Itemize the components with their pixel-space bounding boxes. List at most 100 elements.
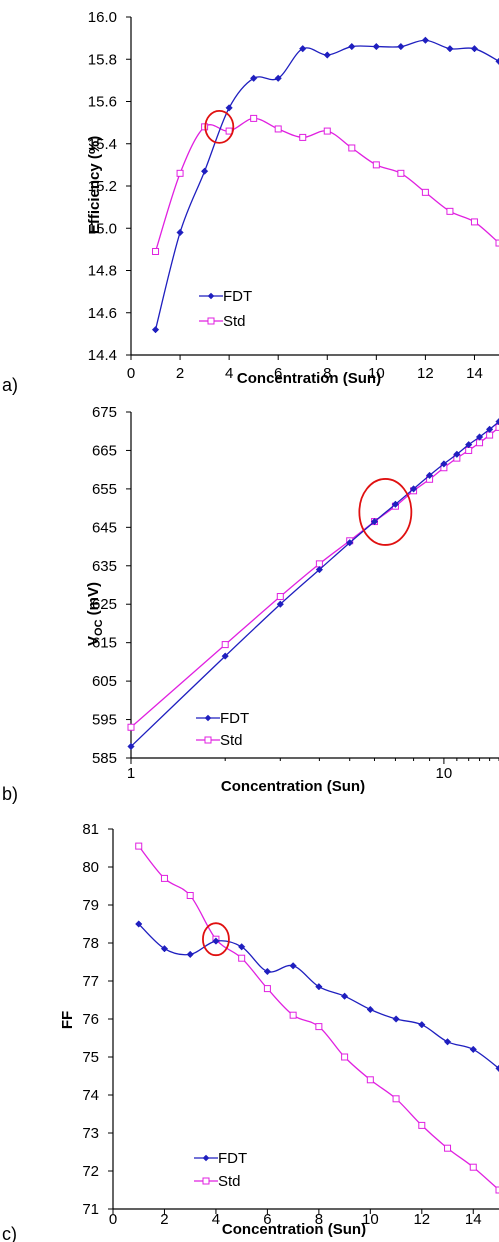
x-tick-label: 10 [368,365,385,382]
data-point-std [418,1121,426,1129]
x-tick-label: 8 [323,365,331,382]
data-point-std [446,207,454,215]
data-point-fdt [289,962,297,970]
data-point-fdt [453,450,461,458]
y-tick-label: 585 [92,750,117,767]
data-point-std [176,169,184,177]
data-point-fdt [485,425,494,433]
y-tick-label: 625 [92,596,117,613]
data-point-std [152,247,160,255]
voc-subscript: OC [93,619,105,636]
data-point-std [250,114,258,122]
data-point-std [476,439,484,447]
x-tick-label: 10 [362,1211,379,1228]
series-line-std [130,426,499,728]
data-point-fdt [443,1038,452,1046]
y-tick-label: 15.0 [88,220,117,237]
series-line-std [154,117,499,252]
data-point-std [127,723,135,731]
data-point-fdt [212,937,220,945]
data-point-std [315,560,323,568]
data-point-fdt [397,42,405,51]
y-tick-label: 655 [92,481,117,498]
data-point-std [444,1144,452,1152]
x-tick-label: 2 [176,365,184,382]
legend-marker-std [204,736,212,744]
ff-chart: c) FF Concentration (Sun) 71 72 73 74 75 76 77… [2,821,499,1242]
data-point-fdt [200,167,209,175]
x-tick-label: 14 [466,365,483,382]
data-point-fdt [495,1064,499,1073]
data-point-fdt [465,441,473,449]
data-point-fdt [346,539,354,547]
legend-marker-std [202,1177,210,1185]
data-point-fdt [392,1015,400,1023]
data-point-fdt [176,228,184,237]
data-point-std [315,1023,323,1031]
data-point-fdt [274,74,282,82]
data-point-fdt [263,967,272,976]
x-tick-label: 2 [160,1211,168,1228]
data-point-fdt [372,42,380,51]
y-tick-label: 635 [92,558,117,575]
y-tick-label: 79 [82,897,99,914]
legend-label-std: Std [220,732,243,749]
data-point-fdt [495,417,499,426]
x-tick-label: 14 [465,1211,482,1228]
data-point-fdt [391,500,400,508]
data-point-fdt [323,51,331,59]
legend-label-fdt: FDT [218,1150,247,1167]
x-tick-label: 1 [127,765,135,782]
data-point-std [274,125,282,133]
y-tick-label: 615 [92,635,117,652]
legend-label-fdt: FDT [223,288,252,305]
data-point-std [486,431,494,439]
legend-marker-std [207,317,215,325]
data-point-std [392,1095,400,1103]
y-tick-label: 74 [82,1087,99,1104]
data-point-std [323,127,331,135]
data-point-std [263,985,271,993]
x-tick-label: 10 [436,765,453,782]
data-point-fdt [221,652,229,660]
y-tick-label: 14.8 [88,263,117,280]
highlight-circle [358,478,413,546]
data-point-std [372,161,380,169]
data-point-fdt [299,45,307,53]
series-line-fdt [138,923,499,1069]
data-point-std [366,1076,374,1084]
x-tick-label: 8 [315,1211,323,1228]
data-point-fdt [366,1005,374,1014]
voc-unit: (mV) [85,582,102,620]
x-tick-label: 0 [109,1211,117,1228]
data-point-fdt [446,45,454,53]
data-point-fdt [135,920,143,928]
data-point-fdt [370,517,379,526]
data-point-std [465,446,473,454]
legend-label-std: Std [218,1173,241,1190]
data-point-std [341,1053,349,1061]
data-point-fdt [440,460,448,468]
y-tick-label: 15.8 [88,51,117,68]
y-tick-label: 77 [82,973,99,990]
legend-marker-fdt [202,1154,210,1162]
data-point-std [495,239,499,247]
x-tick-label: 12 [413,1211,430,1228]
data-point-fdt [469,1045,477,1054]
y-tick-label: 645 [92,519,117,536]
series-line-fdt [154,39,499,330]
y-tick-label: 15.6 [88,94,117,111]
data-point-fdt [348,42,356,51]
y-tick-label: 73 [82,1125,99,1142]
legend-marker-fdt [207,292,215,300]
y-tick-label: 16.0 [88,9,117,26]
y-tick-label: 14.6 [88,305,117,322]
efficiency-chart: a) Efficiency (%) Concentration (Sun) 14… [2,9,499,395]
data-point-fdt [186,950,194,959]
data-point-fdt [418,1021,426,1029]
y-axis-label-efficiency: Efficiency (%) [86,136,103,234]
y-tick-label: 665 [92,442,117,459]
data-point-fdt [475,433,484,441]
data-point-fdt [238,943,246,951]
data-point-fdt [276,600,284,608]
